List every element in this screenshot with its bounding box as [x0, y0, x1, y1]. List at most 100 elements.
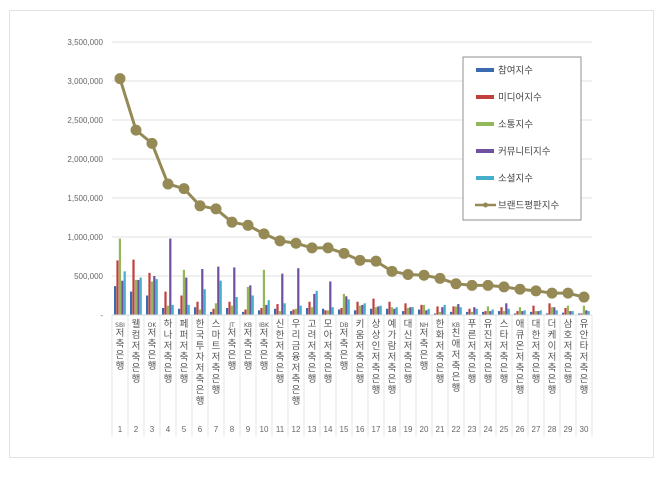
svg-text:친: 친: [452, 328, 461, 339]
bar: [290, 311, 293, 315]
bar: [564, 307, 567, 315]
svg-text:축: 축: [196, 374, 205, 385]
line-marker: [226, 216, 238, 228]
bar: [130, 291, 133, 315]
svg-text:KB: KB: [452, 322, 460, 329]
bar-group: [242, 285, 254, 315]
bar: [521, 311, 524, 315]
svg-text:KB: KB: [244, 322, 252, 329]
bar: [425, 310, 428, 315]
legend-label: 참여지수: [498, 65, 533, 77]
y-tick-label: 2,000,000: [67, 155, 103, 164]
bar: [214, 303, 217, 315]
line-series-brand-reputation: [114, 73, 590, 303]
x-rank-label: 23: [468, 425, 477, 434]
bar: [194, 307, 197, 315]
bar: [491, 309, 494, 315]
svg-text:한: 한: [436, 319, 445, 330]
bar-group: [210, 266, 222, 315]
bar: [530, 311, 533, 315]
svg-text:고: 고: [308, 319, 317, 330]
bar: [244, 309, 247, 315]
bar-group: [450, 304, 462, 315]
svg-text:행: 행: [116, 360, 125, 372]
svg-text:행: 행: [532, 373, 541, 385]
line-marker: [354, 254, 366, 266]
svg-text:온: 온: [516, 341, 525, 352]
bar-group: [338, 293, 350, 315]
svg-text:축: 축: [580, 363, 589, 374]
y-tick-label: 1,000,000: [67, 233, 103, 242]
svg-text:융: 융: [292, 352, 301, 363]
svg-text:은: 은: [308, 363, 317, 374]
line-marker: [402, 268, 414, 280]
bar: [468, 308, 471, 315]
svg-text:한: 한: [276, 330, 285, 341]
line-marker: [578, 291, 590, 303]
bar: [242, 311, 245, 315]
x-rank-label: 19: [404, 425, 413, 434]
svg-text:저: 저: [356, 341, 365, 352]
bar: [436, 306, 439, 315]
legend-label: 소셜지수: [498, 174, 533, 185]
bar: [370, 308, 373, 315]
svg-text:컴: 컴: [132, 329, 141, 341]
svg-text:축: 축: [324, 352, 333, 363]
svg-text:아: 아: [324, 330, 333, 341]
bar: [132, 259, 135, 315]
bar: [123, 271, 126, 315]
bar: [342, 293, 345, 315]
x-rank-label: 18: [388, 425, 397, 434]
bar: [276, 304, 279, 315]
bar: [459, 307, 462, 315]
bar: [404, 303, 407, 315]
bar: [372, 298, 375, 315]
bar: [134, 279, 137, 315]
x-rank-label: 12: [292, 425, 301, 434]
x-rank-label: 11: [276, 425, 285, 434]
svg-text:스: 스: [500, 319, 509, 330]
svg-text:신: 신: [276, 319, 285, 330]
svg-text:저: 저: [468, 341, 477, 352]
bar: [116, 260, 119, 315]
legend-box: [462, 56, 582, 221]
svg-text:행: 행: [548, 384, 557, 396]
svg-text:은: 은: [132, 363, 141, 374]
bar-group: [226, 267, 238, 315]
svg-text:람: 람: [388, 340, 397, 352]
svg-text:저: 저: [404, 341, 413, 352]
bar: [402, 311, 405, 315]
bar-group: [498, 303, 510, 315]
bar: [393, 308, 396, 315]
svg-text:저: 저: [132, 341, 141, 352]
svg-text:행: 행: [260, 360, 269, 372]
svg-text:케: 케: [548, 330, 557, 341]
legend-swatch: [476, 176, 494, 180]
bar: [166, 305, 169, 315]
svg-text:모: 모: [324, 319, 333, 330]
bar: [443, 304, 446, 315]
bar: [562, 312, 565, 315]
bar: [489, 311, 492, 315]
line-marker: [130, 124, 142, 136]
svg-text:축: 축: [564, 352, 573, 363]
bar: [409, 307, 412, 315]
bar: [139, 277, 142, 315]
bar-group: [354, 301, 366, 315]
svg-text:유: 유: [484, 319, 493, 330]
bar: [345, 296, 348, 315]
bar: [502, 311, 505, 315]
x-rank-label: 13: [308, 425, 317, 434]
svg-text:대: 대: [532, 319, 541, 330]
line-marker: [370, 255, 382, 267]
line-marker: [194, 200, 206, 212]
bar-group: [482, 306, 494, 315]
svg-text:더: 더: [548, 319, 557, 330]
